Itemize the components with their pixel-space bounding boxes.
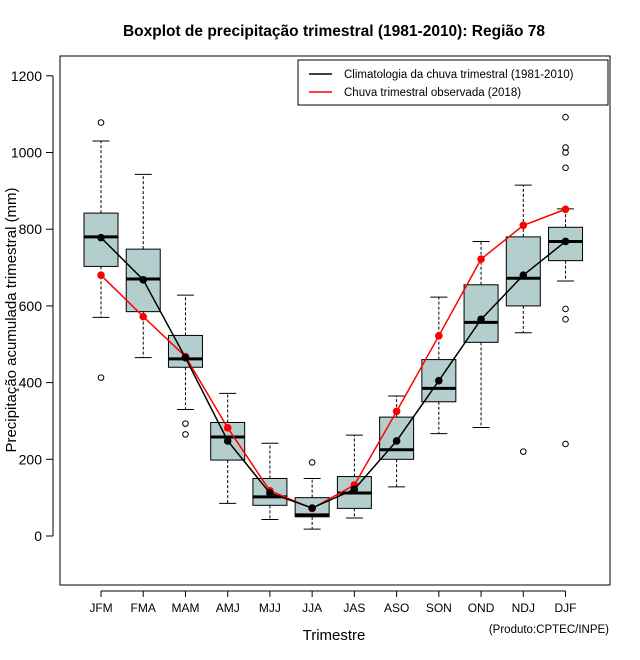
outlier-point [562,144,569,151]
climatology-point [477,315,485,324]
observed-line [100,208,566,510]
y-tick-label: 600 [19,298,43,314]
legend-label-climatology: Climatologia da chuva trimestral (1981-2… [344,69,574,81]
climatology-point [266,489,274,497]
box-OND [463,240,499,428]
outlier-point [182,420,189,427]
outlier-point [182,431,189,438]
box-SON [421,296,457,435]
observed-point [97,271,105,280]
outlier-point [562,149,569,156]
outlier-point [562,113,569,121]
y-tick-label: 1000 [11,145,42,161]
y-axis: 0 200 400 600 800 1000 1200 [11,68,54,544]
climatology-point [392,437,401,445]
box-MAM [167,294,203,438]
x-tick-label: MAM [171,601,199,615]
x-tick-label: NDJ [512,601,535,615]
observed-point [139,312,148,321]
outlier-point [308,459,316,466]
box-iqr [463,284,499,343]
outlier-point [97,374,105,381]
climatology-point [139,276,148,284]
box-group [83,113,584,530]
x-tick-label: AMJ [216,601,240,615]
outlier-point [562,316,569,323]
climatology-point [181,353,190,362]
outlier-point [562,164,569,172]
legend-box [297,59,609,106]
outlier-point [562,440,569,448]
climatology-line [100,237,566,509]
x-tick-label: JAS [343,601,365,615]
x-axis-label: Trimestre [303,627,366,644]
x-tick-label: DJF [555,601,577,615]
box-iqr [505,236,541,307]
legend: Climatologia da chuva trimestral (1981-2… [297,59,609,106]
series-lines [97,205,570,513]
y-axis-label: Precipitação acumulada trimestral (mm) [3,187,20,452]
observed-point [223,424,232,432]
x-tick-label: SON [426,601,452,615]
box-JJA [294,459,330,530]
climatology-point [561,237,570,246]
observed-point [392,407,401,416]
x-tick-label: MJJ [259,601,281,615]
chart-title: Boxplot de precipitação trimestral (1981… [123,23,545,40]
outlier-point [520,448,527,455]
box-AMJ [210,392,246,504]
climatology-point [519,271,528,280]
box-DJF [548,113,584,448]
y-tick-label: 1200 [11,68,42,84]
y-tick-label: 800 [19,221,43,237]
x-tick-label: ASO [384,601,409,615]
legend-label-observed: Chuva trimestral observada (2018) [344,87,521,99]
climatology-point [97,233,105,242]
observed-point [519,221,528,230]
x-tick-label: FMA [131,601,156,615]
climatology-point [435,376,443,385]
climatology-point [308,504,316,512]
credit-text: (Produto:CPTEC/INPE) [489,624,609,636]
climatology-point [350,485,359,494]
observed-point [477,255,485,263]
y-tick-label: 400 [19,375,43,391]
climatology-point [223,437,232,445]
x-tick-label: JFM [89,601,112,615]
box-FMA [125,173,161,359]
outlier-point [562,305,569,313]
y-tick-label: 200 [19,451,43,467]
outlier-point [97,119,105,126]
x-tick-label: OND [468,601,495,615]
observed-point [561,205,570,214]
plot-frame [59,55,611,586]
x-tick-label: JJA [302,601,322,615]
x-axis: JFM FMA MAM AMJ MJJ JJA JAS ASO SON OND NDJ DJF [89,590,577,615]
y-tick-label: 0 [34,528,42,544]
observed-point [435,332,443,340]
box-iqr [167,334,203,368]
box-MJJ [252,442,288,521]
